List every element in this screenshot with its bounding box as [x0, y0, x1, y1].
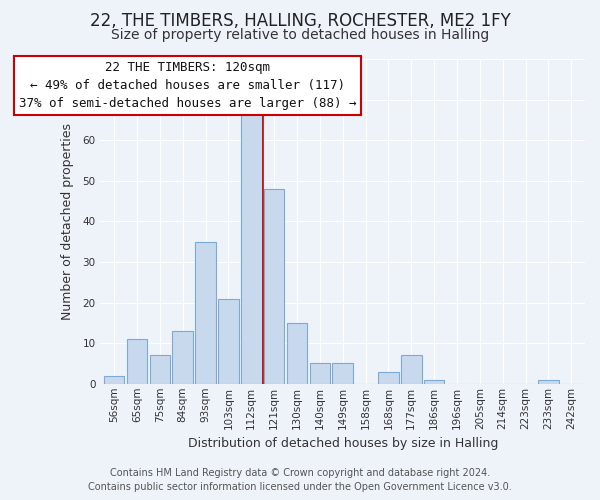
- Bar: [127, 339, 147, 384]
- Bar: [149, 356, 170, 384]
- Bar: [218, 298, 239, 384]
- Bar: [538, 380, 559, 384]
- X-axis label: Distribution of detached houses by size in Halling: Distribution of detached houses by size …: [188, 437, 498, 450]
- Bar: [264, 189, 284, 384]
- Bar: [332, 364, 353, 384]
- Y-axis label: Number of detached properties: Number of detached properties: [61, 123, 74, 320]
- Bar: [378, 372, 399, 384]
- Bar: [104, 376, 124, 384]
- Bar: [241, 112, 262, 384]
- Bar: [195, 242, 216, 384]
- Bar: [401, 356, 422, 384]
- Text: Contains HM Land Registry data © Crown copyright and database right 2024.
Contai: Contains HM Land Registry data © Crown c…: [88, 468, 512, 492]
- Text: 22, THE TIMBERS, HALLING, ROCHESTER, ME2 1FY: 22, THE TIMBERS, HALLING, ROCHESTER, ME2…: [89, 12, 511, 30]
- Text: 22 THE TIMBERS: 120sqm
← 49% of detached houses are smaller (117)
37% of semi-de: 22 THE TIMBERS: 120sqm ← 49% of detached…: [19, 61, 356, 110]
- Bar: [287, 323, 307, 384]
- Bar: [310, 364, 330, 384]
- Bar: [424, 380, 445, 384]
- Text: Size of property relative to detached houses in Halling: Size of property relative to detached ho…: [111, 28, 489, 42]
- Bar: [172, 331, 193, 384]
